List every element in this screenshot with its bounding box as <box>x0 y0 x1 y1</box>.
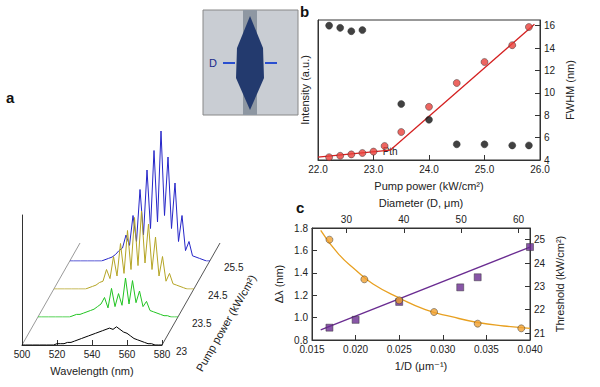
svg-text:Pump power (kW/cm²): Pump power (kW/cm²) <box>194 273 259 374</box>
svg-text:10: 10 <box>544 87 556 98</box>
svg-text:24.5: 24.5 <box>208 290 228 301</box>
svg-text:c: c <box>296 199 304 216</box>
svg-text:1.6: 1.6 <box>294 245 308 256</box>
svg-text:25.5: 25.5 <box>224 262 244 273</box>
svg-text:Δλ (nm): Δλ (nm) <box>273 265 285 304</box>
svg-text:Intensity (a.u.): Intensity (a.u.) <box>299 55 311 125</box>
svg-text:0.025: 0.025 <box>387 344 412 355</box>
svg-text:1.8: 1.8 <box>294 223 308 234</box>
svg-text:Pump power (kW/cm²): Pump power (kW/cm²) <box>374 180 483 192</box>
svg-text:a: a <box>6 89 15 106</box>
svg-text:0.020: 0.020 <box>343 344 368 355</box>
svg-text:30: 30 <box>341 214 353 225</box>
svg-text:D: D <box>209 57 217 69</box>
svg-text:Threshold (kW/cm²): Threshold (kW/cm²) <box>554 236 566 333</box>
svg-text:12: 12 <box>544 65 556 76</box>
svg-text:23: 23 <box>176 346 188 357</box>
svg-text:1.2: 1.2 <box>294 290 308 301</box>
svg-text:Diameter (D, μm): Diameter (D, μm) <box>379 197 464 209</box>
svg-text:23: 23 <box>534 281 546 292</box>
svg-text:1/D (μm⁻¹): 1/D (μm⁻¹) <box>395 360 447 372</box>
svg-text:520: 520 <box>49 349 66 360</box>
svg-text:0.015: 0.015 <box>299 344 324 355</box>
svg-text:25.0: 25.0 <box>475 164 495 175</box>
svg-text:26.0: 26.0 <box>530 164 550 175</box>
svg-text:0.8: 0.8 <box>294 334 308 346</box>
svg-text:0.040: 0.040 <box>517 344 542 355</box>
svg-text:0.035: 0.035 <box>474 344 499 355</box>
svg-text:540: 540 <box>84 349 101 360</box>
svg-text:60: 60 <box>513 214 525 225</box>
svg-text:14: 14 <box>544 43 556 54</box>
svg-text:50: 50 <box>456 214 468 225</box>
svg-text:24.0: 24.0 <box>419 164 439 175</box>
svg-text:22: 22 <box>534 304 546 315</box>
svg-text:21: 21 <box>534 328 546 339</box>
svg-text:40: 40 <box>398 214 410 225</box>
svg-text:Pth: Pth <box>382 145 398 157</box>
svg-text:580: 580 <box>154 349 171 360</box>
svg-text:560: 560 <box>119 349 136 360</box>
svg-text:16: 16 <box>544 20 556 31</box>
svg-text:24: 24 <box>534 258 546 269</box>
svg-text:4: 4 <box>544 154 550 166</box>
svg-text:500: 500 <box>14 349 31 360</box>
svg-text:25: 25 <box>534 234 546 245</box>
svg-text:0.030: 0.030 <box>430 344 455 355</box>
svg-text:23.5: 23.5 <box>192 318 212 329</box>
svg-text:1.4: 1.4 <box>294 267 308 278</box>
svg-text:22.0: 22.0 <box>308 164 328 175</box>
svg-text:6: 6 <box>544 132 550 143</box>
svg-text:8: 8 <box>544 110 550 121</box>
svg-text:Wavelength (nm): Wavelength (nm) <box>50 365 133 377</box>
svg-text:1.0: 1.0 <box>294 312 308 323</box>
svg-text:23.0: 23.0 <box>364 164 384 175</box>
svg-text:b: b <box>300 3 309 20</box>
svg-text:FWHM (nm): FWHM (nm) <box>564 60 576 120</box>
